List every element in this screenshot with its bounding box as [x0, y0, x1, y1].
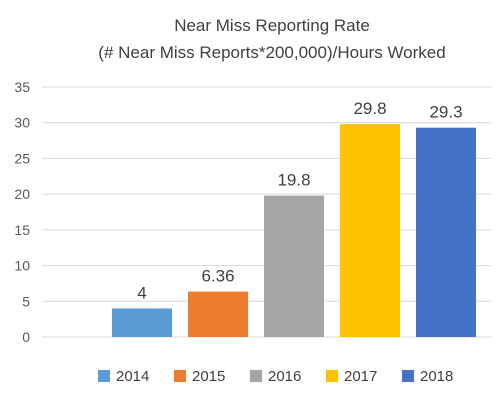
data-label: 19.8: [277, 171, 310, 190]
legend-swatch: [250, 370, 262, 382]
legend-label: 2018: [420, 368, 453, 385]
y-tick-label: 5: [22, 293, 30, 309]
y-tick-label: 30: [14, 115, 30, 131]
bar-2016: [264, 195, 324, 337]
bar-2014: [112, 308, 172, 337]
legend-swatch: [402, 370, 414, 382]
y-tick-label: 10: [14, 258, 30, 274]
legend-swatch: [326, 370, 338, 382]
legend-swatch: [174, 370, 186, 382]
y-tick-label: 25: [14, 150, 30, 166]
legend-label: 2016: [268, 368, 301, 385]
legend-swatch: [98, 370, 110, 382]
chart-subtitle: (# Near Miss Reports*200,000)/Hours Work…: [98, 43, 445, 62]
data-label: 6.36: [201, 267, 234, 286]
y-tick-label: 35: [14, 79, 30, 95]
bar-2015: [188, 291, 248, 337]
legend: 2014 2015 2016 2017 2018: [98, 368, 453, 385]
y-tick-label: 20: [14, 186, 30, 202]
data-label: 4: [137, 283, 146, 302]
bar-2018: [416, 127, 476, 337]
y-tick-label: 0: [22, 329, 30, 345]
bar-2017: [340, 124, 400, 338]
legend-label: 2014: [116, 368, 149, 385]
y-tick-label: 15: [14, 222, 30, 238]
legend-label: 2015: [192, 368, 225, 385]
bars: [112, 124, 476, 338]
data-label: 29.3: [429, 103, 462, 122]
y-axis-ticks: 0 5 10 15 20 25 30 35: [14, 79, 30, 345]
chart-title: Near Miss Reporting Rate: [174, 16, 370, 35]
data-label: 29.8: [353, 99, 386, 118]
legend-label: 2017: [344, 368, 377, 385]
data-labels: 4 6.36 19.8 29.8 29.3: [137, 99, 462, 302]
